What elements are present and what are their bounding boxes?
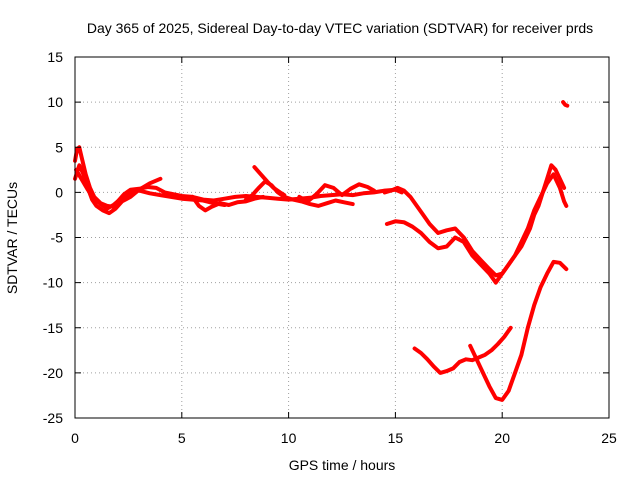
series-layer (73, 100, 570, 402)
axis-ticks (74, 56, 610, 419)
y-tick-label: 10 (47, 94, 63, 110)
x-tick-label: 20 (494, 430, 510, 446)
y-tick-label: 15 (47, 49, 63, 65)
chart-title: Day 365 of 2025, Sidereal Day-to-day VTE… (87, 20, 593, 36)
y-tick-label: 5 (55, 139, 63, 155)
x-axis-tick-labels: 0 5 10 15 20 25 (71, 430, 617, 446)
y-tick-label: -5 (51, 230, 64, 246)
series-line-arc-6 (243, 179, 355, 208)
y-tick-label: 0 (55, 184, 63, 200)
series-line-arc-10 (412, 325, 513, 375)
y-tick-label: -25 (43, 410, 63, 426)
x-axis-label: GPS time / hours (289, 457, 396, 473)
x-tick-label: 15 (388, 430, 404, 446)
y-axis-label: SDTVAR / TECUs (4, 182, 20, 294)
y-tick-label: -20 (43, 365, 63, 381)
series-line-arc-12 (561, 100, 570, 108)
y-tick-label: -10 (43, 275, 63, 291)
series-line-arc-4 (190, 194, 265, 213)
series-line-arc-7 (297, 182, 376, 204)
grid (75, 57, 609, 418)
y-axis-tick-labels: -25 -20 -15 -10 -5 0 5 10 15 (43, 49, 63, 426)
x-tick-label: 25 (601, 430, 617, 446)
series-line-arc-9 (384, 172, 569, 285)
x-tick-label: 5 (178, 430, 186, 446)
x-tick-label: 10 (281, 430, 297, 446)
series-line-arc-11 (468, 259, 569, 402)
x-tick-label: 0 (71, 430, 79, 446)
y-tick-label: -15 (43, 320, 63, 336)
